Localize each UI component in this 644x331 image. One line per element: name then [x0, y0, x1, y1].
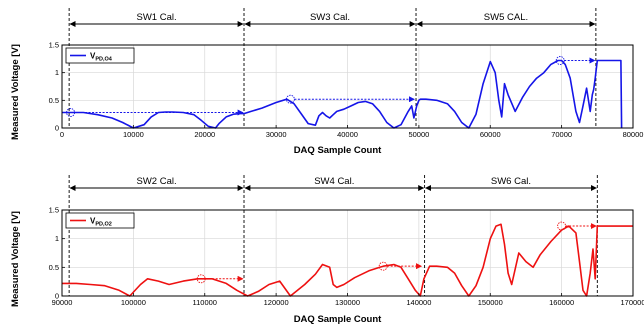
legend-entry: VPD,O2 [90, 217, 112, 228]
x-tick-label: 150000 [478, 298, 503, 307]
legend: VPD,O2 [65, 212, 135, 229]
x-tick-label: 30000 [266, 130, 287, 139]
y-tick-label: 0.5 [49, 96, 59, 105]
legend-entry: VPD,O4 [90, 52, 113, 63]
y-tick-label: 1.5 [49, 206, 59, 215]
chart-panel-2: SW2 Cal. SW4 Cal. SW6 Cal. 90000 100000 11000… [10, 175, 644, 325]
legend-box [65, 212, 135, 229]
x-tick-label: 20000 [194, 130, 215, 139]
y-tick-label: 1 [55, 234, 59, 243]
x-tick-label: 140000 [406, 298, 431, 307]
calibration-sections: SW1 Cal. SW3 Cal. SW5 CAL. [68, 8, 597, 128]
y-tick-label: 1 [55, 68, 59, 77]
x-tick-label: 80000 [623, 130, 644, 139]
section-label: SW3 Cal. [310, 12, 350, 23]
x-tick-label: 130000 [335, 298, 360, 307]
y-tick-label: 0.5 [49, 263, 59, 272]
x-tick-label: 110000 [193, 298, 217, 307]
x-tick-label: 10000 [123, 130, 144, 139]
series-line [62, 223, 633, 297]
section-label: SW1 Cal. [137, 12, 177, 23]
section-label: SW2 Cal. [137, 176, 177, 187]
x-axis-label: DAQ Sample Count [294, 314, 382, 325]
grid [61, 44, 634, 129]
x-axis-label: DAQ Sample Count [294, 145, 382, 156]
section-label: SW5 CAL. [484, 12, 528, 23]
y-tick-label: 0 [55, 124, 59, 133]
y-axis-label: Measured Voltage [V] [10, 211, 21, 307]
chart-panel-1: SW1 Cal. SW3 Cal. SW5 CAL. 0 10000 20000 30000… [10, 8, 643, 156]
series-line [62, 59, 623, 129]
x-tick-label: 50000 [408, 130, 429, 139]
y-tick-label: 0 [55, 292, 59, 301]
x-tick-label: 170000 [620, 298, 644, 307]
x-tick-label: 120000 [264, 298, 289, 307]
x-tick-label: 100000 [121, 298, 146, 307]
x-tick-label: 70000 [551, 130, 572, 139]
x-tick-label: 40000 [337, 130, 358, 139]
x-tick-label: 0 [60, 130, 64, 139]
y-axis-label: Measured Voltage [V] [10, 44, 21, 140]
x-tick-label: 60000 [480, 130, 501, 139]
legend: VPD,O4 [65, 47, 135, 64]
x-tick-label: 90000 [52, 298, 73, 307]
calibration-sections: SW2 Cal. SW4 Cal. SW6 Cal. [68, 175, 598, 296]
x-tick-label: 160000 [549, 298, 574, 307]
legend-box [65, 47, 135, 64]
y-tick-label: 1.5 [49, 41, 59, 50]
section-label: SW4 Cal. [314, 176, 354, 187]
section-label: SW6 Cal. [491, 176, 531, 187]
